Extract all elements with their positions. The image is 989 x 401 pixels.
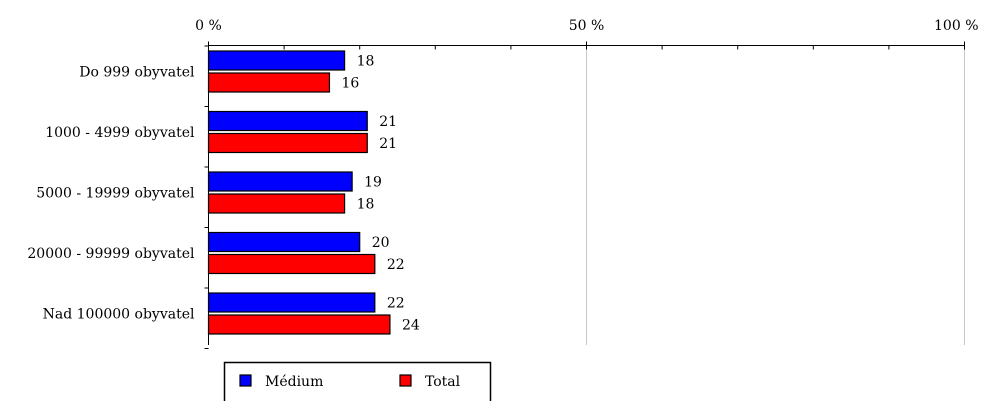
bar-m-dium	[207, 231, 361, 253]
bar-m-dium	[207, 171, 353, 192]
data-label: 22	[387, 296, 405, 312]
legend-label: Médium	[265, 374, 323, 390]
x-tick-label: 100 %	[934, 18, 978, 34]
x-tick-label: 50 %	[569, 18, 605, 34]
category-label: 20000 - 99999 obyvatel	[27, 246, 195, 262]
data-label: 18	[357, 197, 375, 213]
data-label: 21	[379, 114, 397, 130]
data-label: 22	[387, 257, 405, 273]
data-label: 19	[364, 175, 382, 191]
data-label: 21	[379, 136, 397, 152]
bar-m-dium	[207, 110, 368, 132]
bars	[207, 50, 391, 335]
bar-total	[207, 132, 368, 154]
value-labels: 18 16 21 21 19 18 20 22 22 24	[341, 54, 419, 334]
bar-total	[207, 253, 376, 275]
bar-total	[207, 72, 331, 93]
bar-total	[207, 314, 391, 335]
bar-m-dium	[207, 292, 376, 313]
bar-total	[207, 193, 346, 214]
data-label: 20	[372, 235, 390, 251]
legend: Médium Total	[223, 361, 492, 401]
data-label: 24	[402, 318, 420, 334]
legend-box	[223, 361, 492, 401]
x-tick-label: 0 %	[195, 18, 222, 34]
data-label: 16	[341, 76, 359, 92]
gridlines	[586, 45, 965, 345]
category-label: Nad 100000 obyvatel	[43, 307, 195, 323]
y-axis: Do 999 obyvatel 1000 - 4999 obyvatel 5000 …	[27, 45, 209, 349]
x-axis: 0 % 50 % 100 %	[195, 18, 979, 50]
legend-label: Total	[425, 374, 461, 390]
category-label: 5000 - 19999 obyvatel	[36, 186, 195, 202]
category-label: 1000 - 4999 obyvatel	[45, 125, 195, 141]
data-label: 18	[357, 54, 375, 70]
legend-swatch	[239, 374, 252, 387]
category-label: Do 999 obyvatel	[79, 65, 195, 81]
legend-swatch	[399, 374, 412, 387]
bar-m-dium	[207, 50, 346, 71]
